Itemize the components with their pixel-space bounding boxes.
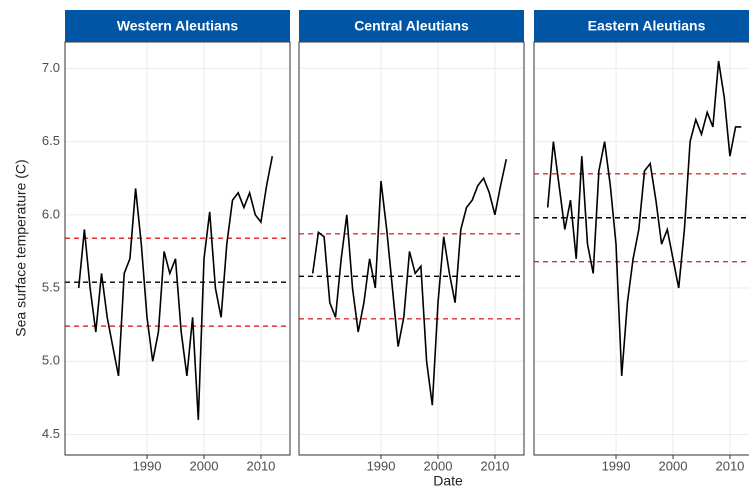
chart: Sea surface temperature (C) Date 4.5 5.0 5… bbox=[0, 0, 749, 490]
x-tick-label: 1990 bbox=[367, 458, 396, 473]
y-tick-label: 5.5 bbox=[42, 279, 60, 294]
panel-background bbox=[299, 42, 524, 455]
y-tick-label: 5.0 bbox=[42, 353, 60, 368]
x-tick-label: 2010 bbox=[715, 458, 744, 473]
x-tick-label: 2000 bbox=[190, 458, 219, 473]
x-tick-label: 2000 bbox=[659, 458, 688, 473]
y-tick-label: 7.0 bbox=[42, 60, 60, 75]
panel-background bbox=[534, 42, 749, 455]
strip-title: Western Aleutians bbox=[117, 18, 239, 34]
y-tick-label: 4.5 bbox=[42, 426, 60, 441]
page: Sea surface temperature (C) Date 4.5 5.0 5… bbox=[0, 0, 749, 490]
x-axis-title: Date bbox=[433, 473, 463, 489]
strip-title: Eastern Aleutians bbox=[588, 18, 706, 34]
y-tick-label: 6.0 bbox=[42, 206, 60, 221]
x-tick-label: 2010 bbox=[246, 458, 275, 473]
x-tick-label: 2000 bbox=[424, 458, 453, 473]
x-tick-label: 1990 bbox=[133, 458, 162, 473]
strip-title: Central Aleutians bbox=[354, 18, 469, 34]
panel-background bbox=[65, 42, 290, 455]
x-tick-label: 1990 bbox=[602, 458, 631, 473]
y-axis-title: Sea surface temperature (C) bbox=[13, 159, 29, 336]
y-tick-label: 6.5 bbox=[42, 133, 60, 148]
x-tick-label: 2010 bbox=[480, 458, 509, 473]
